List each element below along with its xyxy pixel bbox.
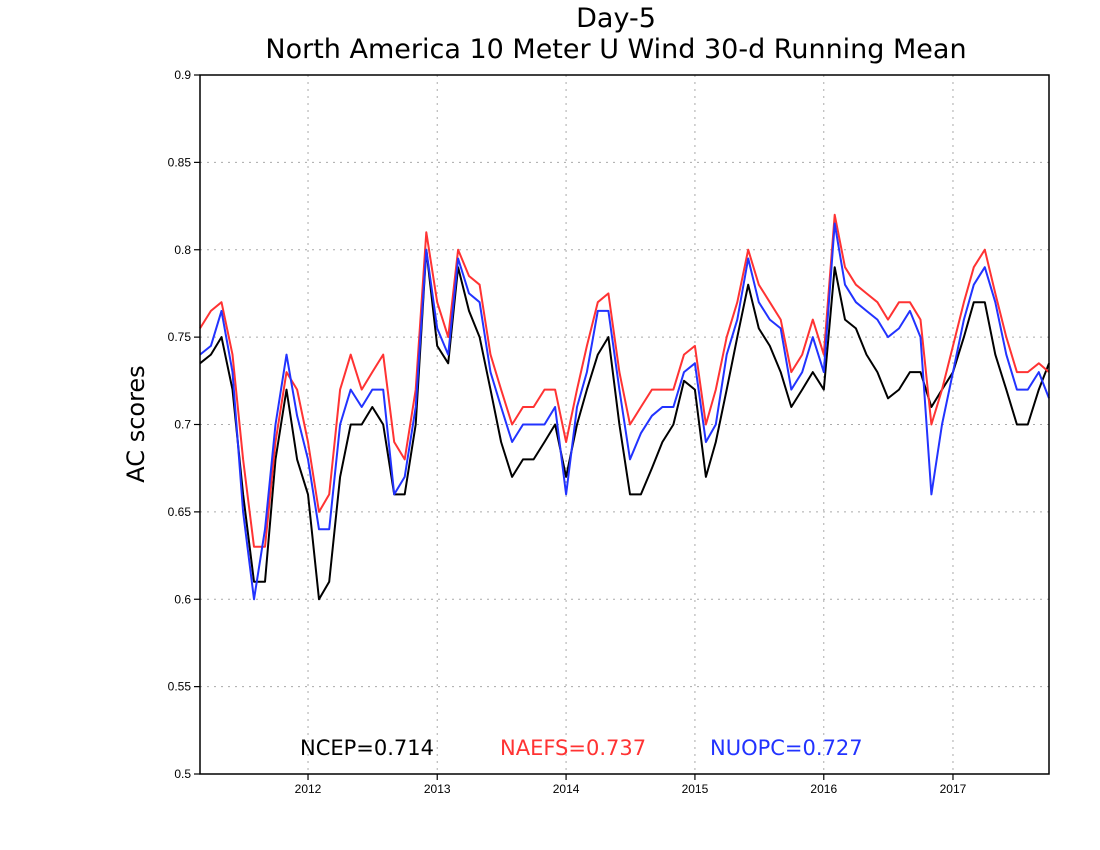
legend-entry-naefs: NAEFS=0.737: [500, 736, 646, 760]
x-tick-label: 2014: [553, 782, 580, 796]
y-tick-label: 0.6: [174, 592, 191, 606]
y-tick-label: 0.85: [168, 155, 192, 169]
grid: [200, 75, 1049, 774]
x-tick-label: 2012: [295, 782, 322, 796]
y-tick-label: 0.5: [174, 767, 191, 781]
y-axis-label: AC scores: [122, 365, 150, 482]
y-tick-label: 0.65: [168, 505, 192, 519]
y-tick-label: 0.9: [174, 68, 191, 82]
legend: NCEP=0.714 NAEFS=0.737 NUOPC=0.727: [300, 736, 863, 760]
x-tick-label: 2013: [424, 782, 451, 796]
y-tick-label: 0.55: [168, 680, 192, 694]
legend-entry-ncep: NCEP=0.714: [300, 736, 434, 760]
x-tick-label: 2015: [682, 782, 709, 796]
y-tick-label: 0.8: [174, 243, 191, 257]
axes: 0.5 0.55 0.6 0.65 0.7 0.75 0.8 0.85 0.9 2012 2013 2…: [168, 68, 967, 796]
y-tick-label: 0.7: [174, 418, 191, 432]
chart-title: Day-5: [576, 3, 656, 34]
y-tick-label: 0.75: [168, 330, 192, 344]
chart-subtitle: North America 10 Meter U Wind 30-d Runni…: [265, 34, 966, 65]
x-tick-label: 2017: [940, 782, 967, 796]
series-group: [199, 213, 1050, 601]
x-tick-label: 2016: [810, 782, 837, 796]
series-line-ncep: [199, 248, 1050, 601]
series-line-nuopc: [199, 222, 1050, 601]
legend-entry-nuopc: NUOPC=0.727: [710, 736, 863, 760]
series-line-naefs: [199, 213, 1050, 548]
